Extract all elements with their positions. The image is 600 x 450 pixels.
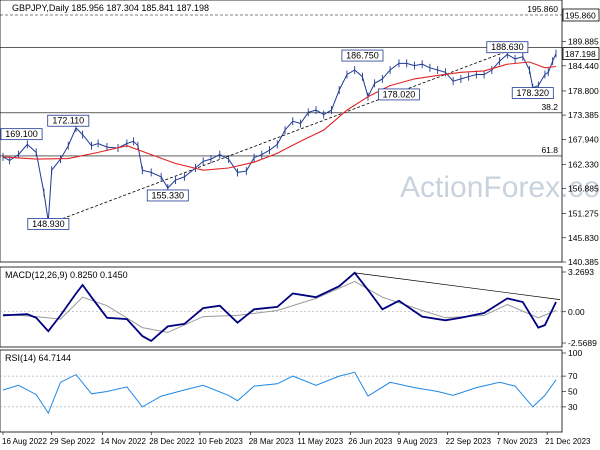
x-tick-label: 21 Dec 2023 [545,437,591,446]
rsi-header: RSI(14) 64.7144 [5,353,71,363]
price-label: 186.750 [346,51,379,61]
price-label-box [47,114,90,127]
x-tick-label: 22 Sep 2023 [446,437,492,446]
rsi-line [2,371,557,415]
main-panel [0,0,563,263]
price-label-box [377,88,420,101]
main-ytick-label: 162.330 [568,159,599,169]
macd-chart-layer [0,271,562,342]
x-tick-label: 28 Dec 2022 [149,437,195,446]
main-ytick-label: 189.885 [568,37,599,47]
main-ytick-label: 156.885 [568,184,599,194]
price-label-box [146,189,189,202]
price-label: 188.630 [491,42,524,52]
last-price-badge-box [562,47,600,60]
main-chart-layer: 195.860 38.2 61.8 169.100 172.110 148.930 155.… [0,4,562,230]
price-label-box [27,218,70,230]
price-label: 155.330 [152,190,185,200]
macd-ytick-label: 3.2693 [568,267,594,277]
last-price-badge: 187.198 [565,49,596,59]
x-tick-label: 10 Feb 2023 [198,437,243,446]
x-tick-label: 9 Aug 2023 [397,437,438,446]
rsi-chart-layer [0,371,562,415]
price-label: 148.930 [32,219,65,229]
macd-ytick-label: -2.5689 [568,338,597,348]
rsi-ytick-label: 100 [568,348,582,358]
main-ytick-label: 173.385 [568,110,599,120]
price-label-box [341,49,384,62]
x-tick-label: 7 Nov 2023 [496,437,537,446]
x-tick-label: 14 Nov 2022 [101,437,147,446]
x-tick-label: 16 Aug 2022 [2,437,47,446]
main-header: GBPJPY,Daily 185.956 187.304 185.841 187… [12,3,209,13]
level-badge: 195.860 [565,11,596,21]
rsi-panel [0,349,563,433]
hline-label-2: 38.2 [541,102,558,112]
price-label: 178.320 [517,88,550,98]
price-label-box [486,41,529,54]
macd-header: MACD(12,26,9) 0.8250 0.1450 [5,270,128,280]
main-ytick-label: 167.940 [568,134,599,144]
main-ytick-label: 145.830 [568,233,599,243]
watermark: ActionForex.com [400,171,600,204]
main-ytick-label: 184.440 [568,61,599,71]
price-label-box [0,128,43,141]
x-tick-label: 11 May 2023 [297,437,343,446]
macd-signal-line [2,280,557,333]
x-tick-label: 26 Jun 2023 [348,437,393,446]
hline-label-3: 61.8 [541,145,558,155]
level-badge-box [562,8,600,22]
axis-layer: 189.885 184.440 178.800 173.385 167.940 162.3… [2,8,600,446]
price-label: 172.110 [52,116,84,126]
price-trendline [48,42,530,225]
price-label: 169.100 [5,129,38,139]
main-ytick-label: 151.275 [568,209,599,219]
price-label-box [511,87,554,99]
macd-line [2,271,557,342]
macd-panel [0,266,563,348]
x-tick-label: 29 Sep 2022 [50,437,96,446]
hline-label-0: 195.860 [527,4,558,14]
rsi-ytick-label: 70 [568,371,578,381]
main-ytick-label: 140.385 [568,257,599,267]
rsi-ytick-label: 50 [568,387,578,397]
x-tick-label: 28 Mar 2023 [249,437,294,446]
macd-ytick-label: 0.00 [568,307,585,317]
price-label: 178.020 [383,89,416,99]
rsi-ytick-label: 30 [568,402,578,412]
main-ytick-label: 178.800 [568,86,599,96]
macd-trendline [354,272,561,300]
moving-average-line [2,61,557,171]
